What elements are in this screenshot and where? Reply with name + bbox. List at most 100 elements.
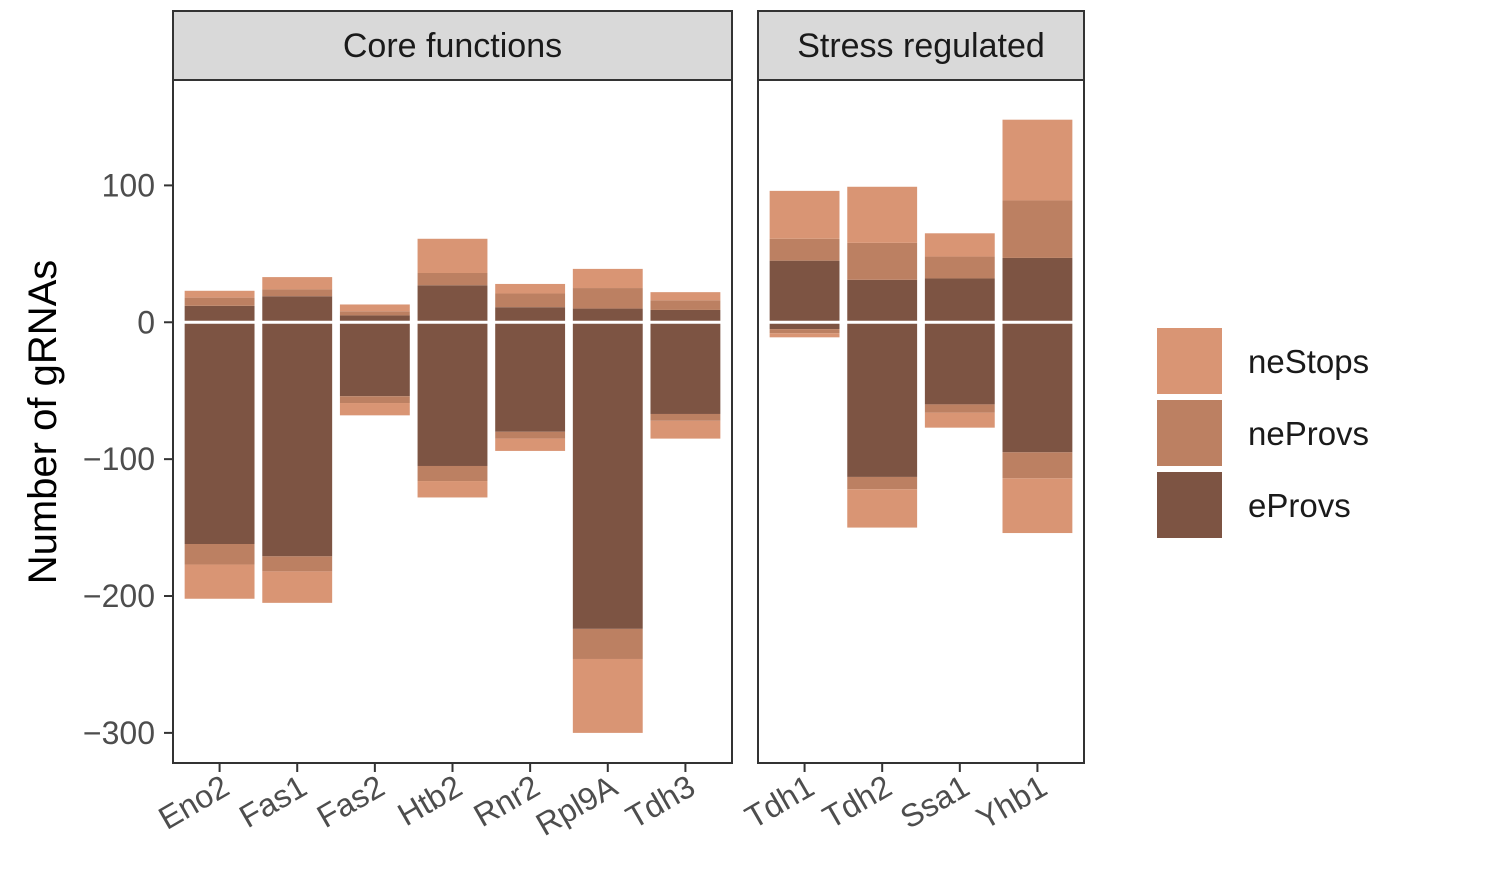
bar-neStops-negative (339, 403, 410, 416)
bar-neStops-positive (417, 238, 488, 273)
y-tick-label: 100 (102, 167, 155, 203)
legend-label: neStops (1248, 343, 1369, 380)
bar-eProvs-positive (184, 305, 255, 323)
legend-label: eProvs (1248, 487, 1351, 524)
bar-neStops-negative (495, 438, 566, 451)
bar-eProvs-negative (417, 322, 488, 466)
bar-neStops-positive (262, 277, 333, 290)
legend-key-eProvs (1157, 472, 1222, 538)
legend-key-neStops (1157, 328, 1222, 394)
bar-neStops-negative (184, 564, 255, 599)
panel-border (172, 79, 733, 764)
bar-neStops-negative (769, 333, 840, 338)
panel-title: Core functions (343, 27, 562, 65)
bar-neStops-negative (650, 420, 721, 439)
bar-neStops-negative (924, 412, 995, 428)
y-tick-label: 0 (137, 304, 155, 340)
bar-neStops-negative (847, 489, 918, 528)
panel-strip (757, 10, 1085, 81)
bar-eProvs-negative (339, 322, 410, 397)
bar-eProvs-positive (769, 260, 840, 323)
y-tick-label: −300 (83, 715, 155, 751)
x-tick-label: Eno2 (152, 768, 235, 837)
bar-neProvs-negative (262, 556, 333, 572)
y-tick-label: −200 (83, 578, 155, 614)
bar-neStops-positive (339, 304, 410, 312)
bar-eProvs-negative (769, 322, 840, 330)
x-tick-label: Fas2 (311, 768, 391, 835)
panel-border (757, 79, 1085, 764)
bar-neStops-positive (924, 233, 995, 257)
bar-neProvs-negative (924, 404, 995, 413)
bar-eProvs-positive (847, 279, 918, 323)
legend-label: neProvs (1248, 415, 1369, 452)
bar-neStops-positive (650, 292, 721, 301)
bar-eProvs-negative (495, 322, 566, 432)
x-tick-label: Rnr2 (468, 768, 546, 834)
bar-neProvs-negative (1002, 452, 1073, 479)
legend: neStops neProvs eProvs (1157, 328, 1369, 538)
bar-eProvs-negative (1002, 322, 1073, 453)
bars (184, 238, 721, 733)
bar-neProvs-positive (572, 288, 643, 309)
bar-neStops-positive (184, 290, 255, 298)
bar-neProvs-positive (924, 256, 995, 279)
bar-eProvs-positive (924, 278, 995, 323)
bar-neProvs-positive (650, 300, 721, 310)
bar-neStops-negative (1002, 478, 1073, 534)
bar-eProvs-positive (262, 296, 333, 323)
bar-eProvs-positive (417, 285, 488, 323)
x-tick-label: Tdh3 (620, 768, 701, 836)
bar-neStops-positive (769, 190, 840, 239)
panel-title: Stress regulated (797, 27, 1045, 65)
bar-eProvs-negative (650, 322, 721, 414)
bar-neProvs-negative (339, 396, 410, 404)
bar-eProvs-negative (572, 322, 643, 629)
bar-neStops-negative (572, 658, 643, 733)
bar-neStops-positive (572, 268, 643, 289)
x-tick-label: Tdh1 (739, 768, 820, 836)
bar-eProvs-negative (924, 322, 995, 405)
x-tick-label: Rpl9A (530, 768, 624, 843)
x-tick-label: Ssa1 (894, 768, 975, 836)
bar-neProvs-positive (1002, 200, 1073, 258)
y-axis-title: Number of gRNAs (21, 260, 65, 585)
x-tick-label: Yhb1 (970, 768, 1053, 837)
bar-neStops-positive (1002, 119, 1073, 201)
bar-neProvs-positive (339, 311, 410, 316)
bar-eProvs-negative (262, 322, 333, 557)
bar-eProvs-positive (650, 309, 721, 323)
bar-neProvs-positive (847, 242, 918, 280)
bar-neStops-positive (847, 186, 918, 243)
bar-neProvs-positive (769, 238, 840, 261)
panel-strip (172, 10, 733, 81)
bar-neProvs-negative (769, 329, 840, 334)
x-tick-label: Tdh2 (817, 768, 898, 836)
bar-neStops-negative (417, 481, 488, 498)
bar-neProvs-negative (847, 476, 918, 490)
bar-neProvs-positive (495, 293, 566, 308)
legend-key-neProvs (1157, 400, 1222, 466)
bar-neProvs-negative (417, 465, 488, 482)
bar-neProvs-positive (417, 272, 488, 286)
bar-eProvs-negative (184, 322, 255, 545)
y-tick-label: −100 (83, 441, 155, 477)
bar-neProvs-positive (262, 289, 333, 297)
y-axis: 100 0 −100 −200 −300 (83, 167, 173, 751)
bars (769, 119, 1073, 534)
bar-neStops-negative (262, 571, 333, 603)
bar-neProvs-negative (572, 628, 643, 659)
bar-neProvs-negative (495, 431, 566, 439)
bar-eProvs-positive (1002, 257, 1073, 323)
bar-eProvs-positive (339, 315, 410, 323)
bar-neProvs-negative (184, 544, 255, 565)
bar-neProvs-negative (650, 413, 721, 421)
bar-neStops-positive (495, 283, 566, 294)
bar-eProvs-negative (847, 322, 918, 477)
bar-eProvs-positive (572, 308, 643, 323)
x-tick-label: Htb2 (391, 768, 468, 833)
